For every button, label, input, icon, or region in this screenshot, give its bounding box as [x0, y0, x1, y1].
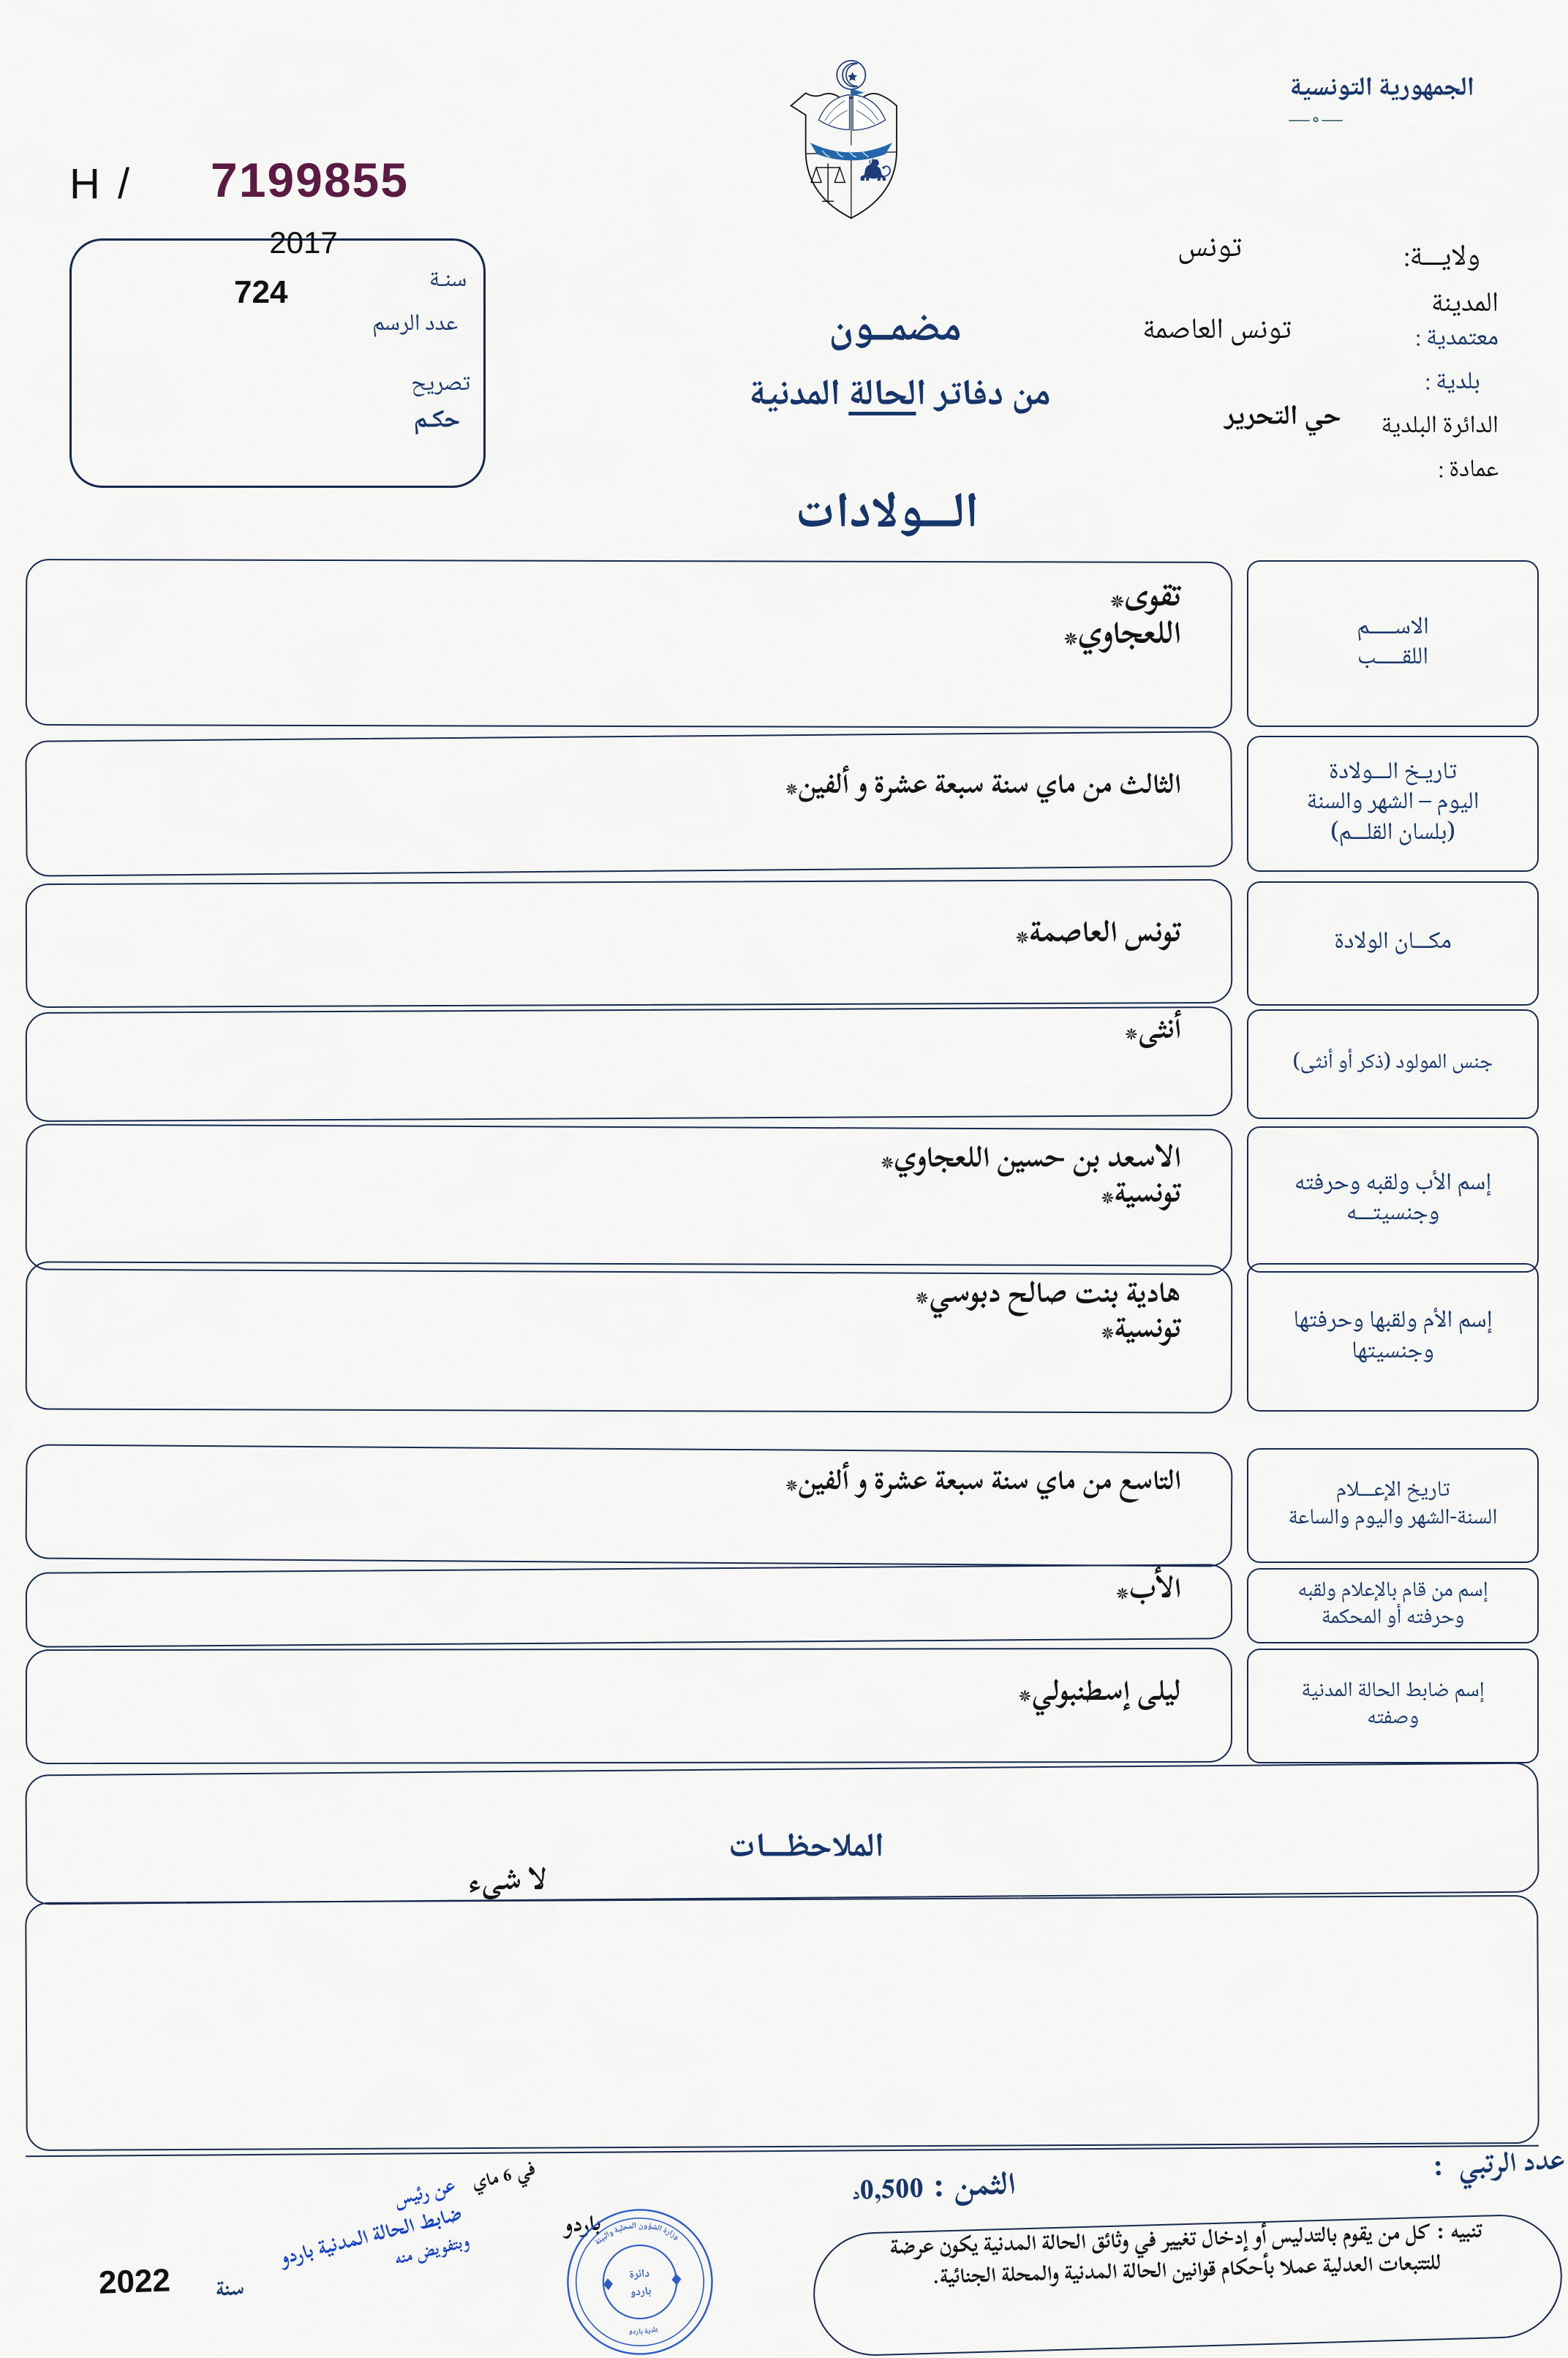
svg-text:باردو: باردو [630, 2283, 652, 2303]
svg-text:بلدية باردو: بلدية باردو [627, 2323, 660, 2340]
